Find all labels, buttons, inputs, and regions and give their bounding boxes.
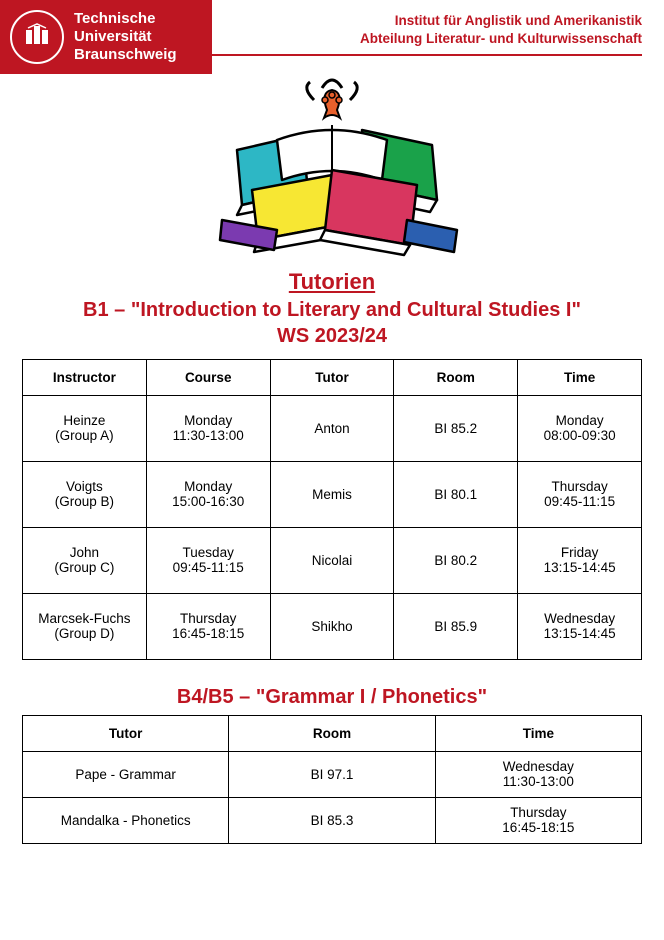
table-b-body: Pape - Grammar BI 97.1 Wednesday11:30-13… bbox=[23, 751, 642, 843]
cell-tutor: Anton bbox=[270, 395, 394, 461]
title-b4b5: B4/B5 – "Grammar I / Phonetics" bbox=[0, 686, 664, 709]
col-time: Time bbox=[518, 359, 642, 395]
cell-course: Tuesday09:45-11:15 bbox=[146, 527, 270, 593]
cell-tutor: Memis bbox=[270, 461, 394, 527]
table-header-row: Instructor Course Tutor Room Time bbox=[23, 359, 642, 395]
title-tutorien: Tutorien bbox=[0, 268, 664, 297]
cell-time: Thursday16:45-18:15 bbox=[435, 797, 641, 843]
institute-block: Institut für Anglistik und Amerikanistik… bbox=[212, 0, 664, 47]
table-row: Voigts(Group B) Monday15:00-16:30 Memis … bbox=[23, 461, 642, 527]
table-row: Mandalka - Phonetics BI 85.3 Thursday16:… bbox=[23, 797, 642, 843]
col-room: Room bbox=[229, 715, 435, 751]
col-instructor: Instructor bbox=[23, 359, 147, 395]
uni-name-l1: Technische bbox=[74, 10, 177, 28]
cell-instructor: Voigts(Group B) bbox=[23, 461, 147, 527]
main-title: Tutorien B1 – "Introduction to Literary … bbox=[0, 268, 664, 349]
cell-instructor: Marcsek-Fuchs(Group D) bbox=[23, 593, 147, 659]
cell-course: Thursday16:45-18:15 bbox=[146, 593, 270, 659]
cell-room: BI 85.3 bbox=[229, 797, 435, 843]
university-name: Technische Universität Braunschweig bbox=[74, 10, 177, 64]
university-logo: Technische Universität Braunschweig bbox=[0, 0, 212, 74]
col-tutor: Tutor bbox=[270, 359, 394, 395]
cell-course: Monday15:00-16:30 bbox=[146, 461, 270, 527]
table-header-row: Tutor Room Time bbox=[23, 715, 642, 751]
col-time: Time bbox=[435, 715, 641, 751]
cell-tutor: Nicolai bbox=[270, 527, 394, 593]
university-seal-icon bbox=[10, 10, 64, 64]
cell-time: Monday08:00-09:30 bbox=[518, 395, 642, 461]
cell-time: Wednesday13:15-14:45 bbox=[518, 593, 642, 659]
institute-line-1: Institut für Anglistik und Amerikanistik bbox=[212, 12, 642, 30]
table-row: Heinze(Group A) Monday11:30-13:00 Anton … bbox=[23, 395, 642, 461]
schedule-table-b1: Instructor Course Tutor Room Time Heinze… bbox=[22, 359, 642, 660]
cell-tutor: Mandalka - Phonetics bbox=[23, 797, 229, 843]
cell-room: BI 80.1 bbox=[394, 461, 518, 527]
page-header: Technische Universität Braunschweig Inst… bbox=[0, 0, 664, 78]
col-room: Room bbox=[394, 359, 518, 395]
cell-tutor: Pape - Grammar bbox=[23, 751, 229, 797]
header-divider bbox=[212, 54, 642, 56]
table-a-wrap: Instructor Course Tutor Room Time Heinze… bbox=[0, 349, 664, 660]
cell-room: BI 97.1 bbox=[229, 751, 435, 797]
cell-room: BI 85.9 bbox=[394, 593, 518, 659]
table-b-wrap: Tutor Room Time Pape - Grammar BI 97.1 W… bbox=[0, 715, 664, 844]
title-semester: WS 2023/24 bbox=[0, 323, 664, 349]
cell-room: BI 85.2 bbox=[394, 395, 518, 461]
cell-time: Wednesday11:30-13:00 bbox=[435, 751, 641, 797]
cell-course: Monday11:30-13:00 bbox=[146, 395, 270, 461]
cell-time: Thursday09:45-11:15 bbox=[518, 461, 642, 527]
cell-time: Friday13:15-14:45 bbox=[518, 527, 642, 593]
col-course: Course bbox=[146, 359, 270, 395]
cell-instructor: John(Group C) bbox=[23, 527, 147, 593]
books-illustration bbox=[0, 70, 664, 266]
cell-instructor: Heinze(Group A) bbox=[23, 395, 147, 461]
uni-name-l3: Braunschweig bbox=[74, 46, 177, 64]
col-tutor: Tutor bbox=[23, 715, 229, 751]
table-row: Pape - Grammar BI 97.1 Wednesday11:30-13… bbox=[23, 751, 642, 797]
cell-room: BI 80.2 bbox=[394, 527, 518, 593]
table-row: Marcsek-Fuchs(Group D) Thursday16:45-18:… bbox=[23, 593, 642, 659]
schedule-table-b4b5: Tutor Room Time Pape - Grammar BI 97.1 W… bbox=[22, 715, 642, 844]
table-a-body: Heinze(Group A) Monday11:30-13:00 Anton … bbox=[23, 395, 642, 659]
cell-tutor: Shikho bbox=[270, 593, 394, 659]
table-row: John(Group C) Tuesday09:45-11:15 Nicolai… bbox=[23, 527, 642, 593]
title-b1: B1 – "Introduction to Literary and Cultu… bbox=[0, 297, 664, 323]
uni-name-l2: Universität bbox=[74, 28, 177, 46]
institute-line-2: Abteilung Literatur- und Kulturwissensch… bbox=[212, 30, 642, 48]
